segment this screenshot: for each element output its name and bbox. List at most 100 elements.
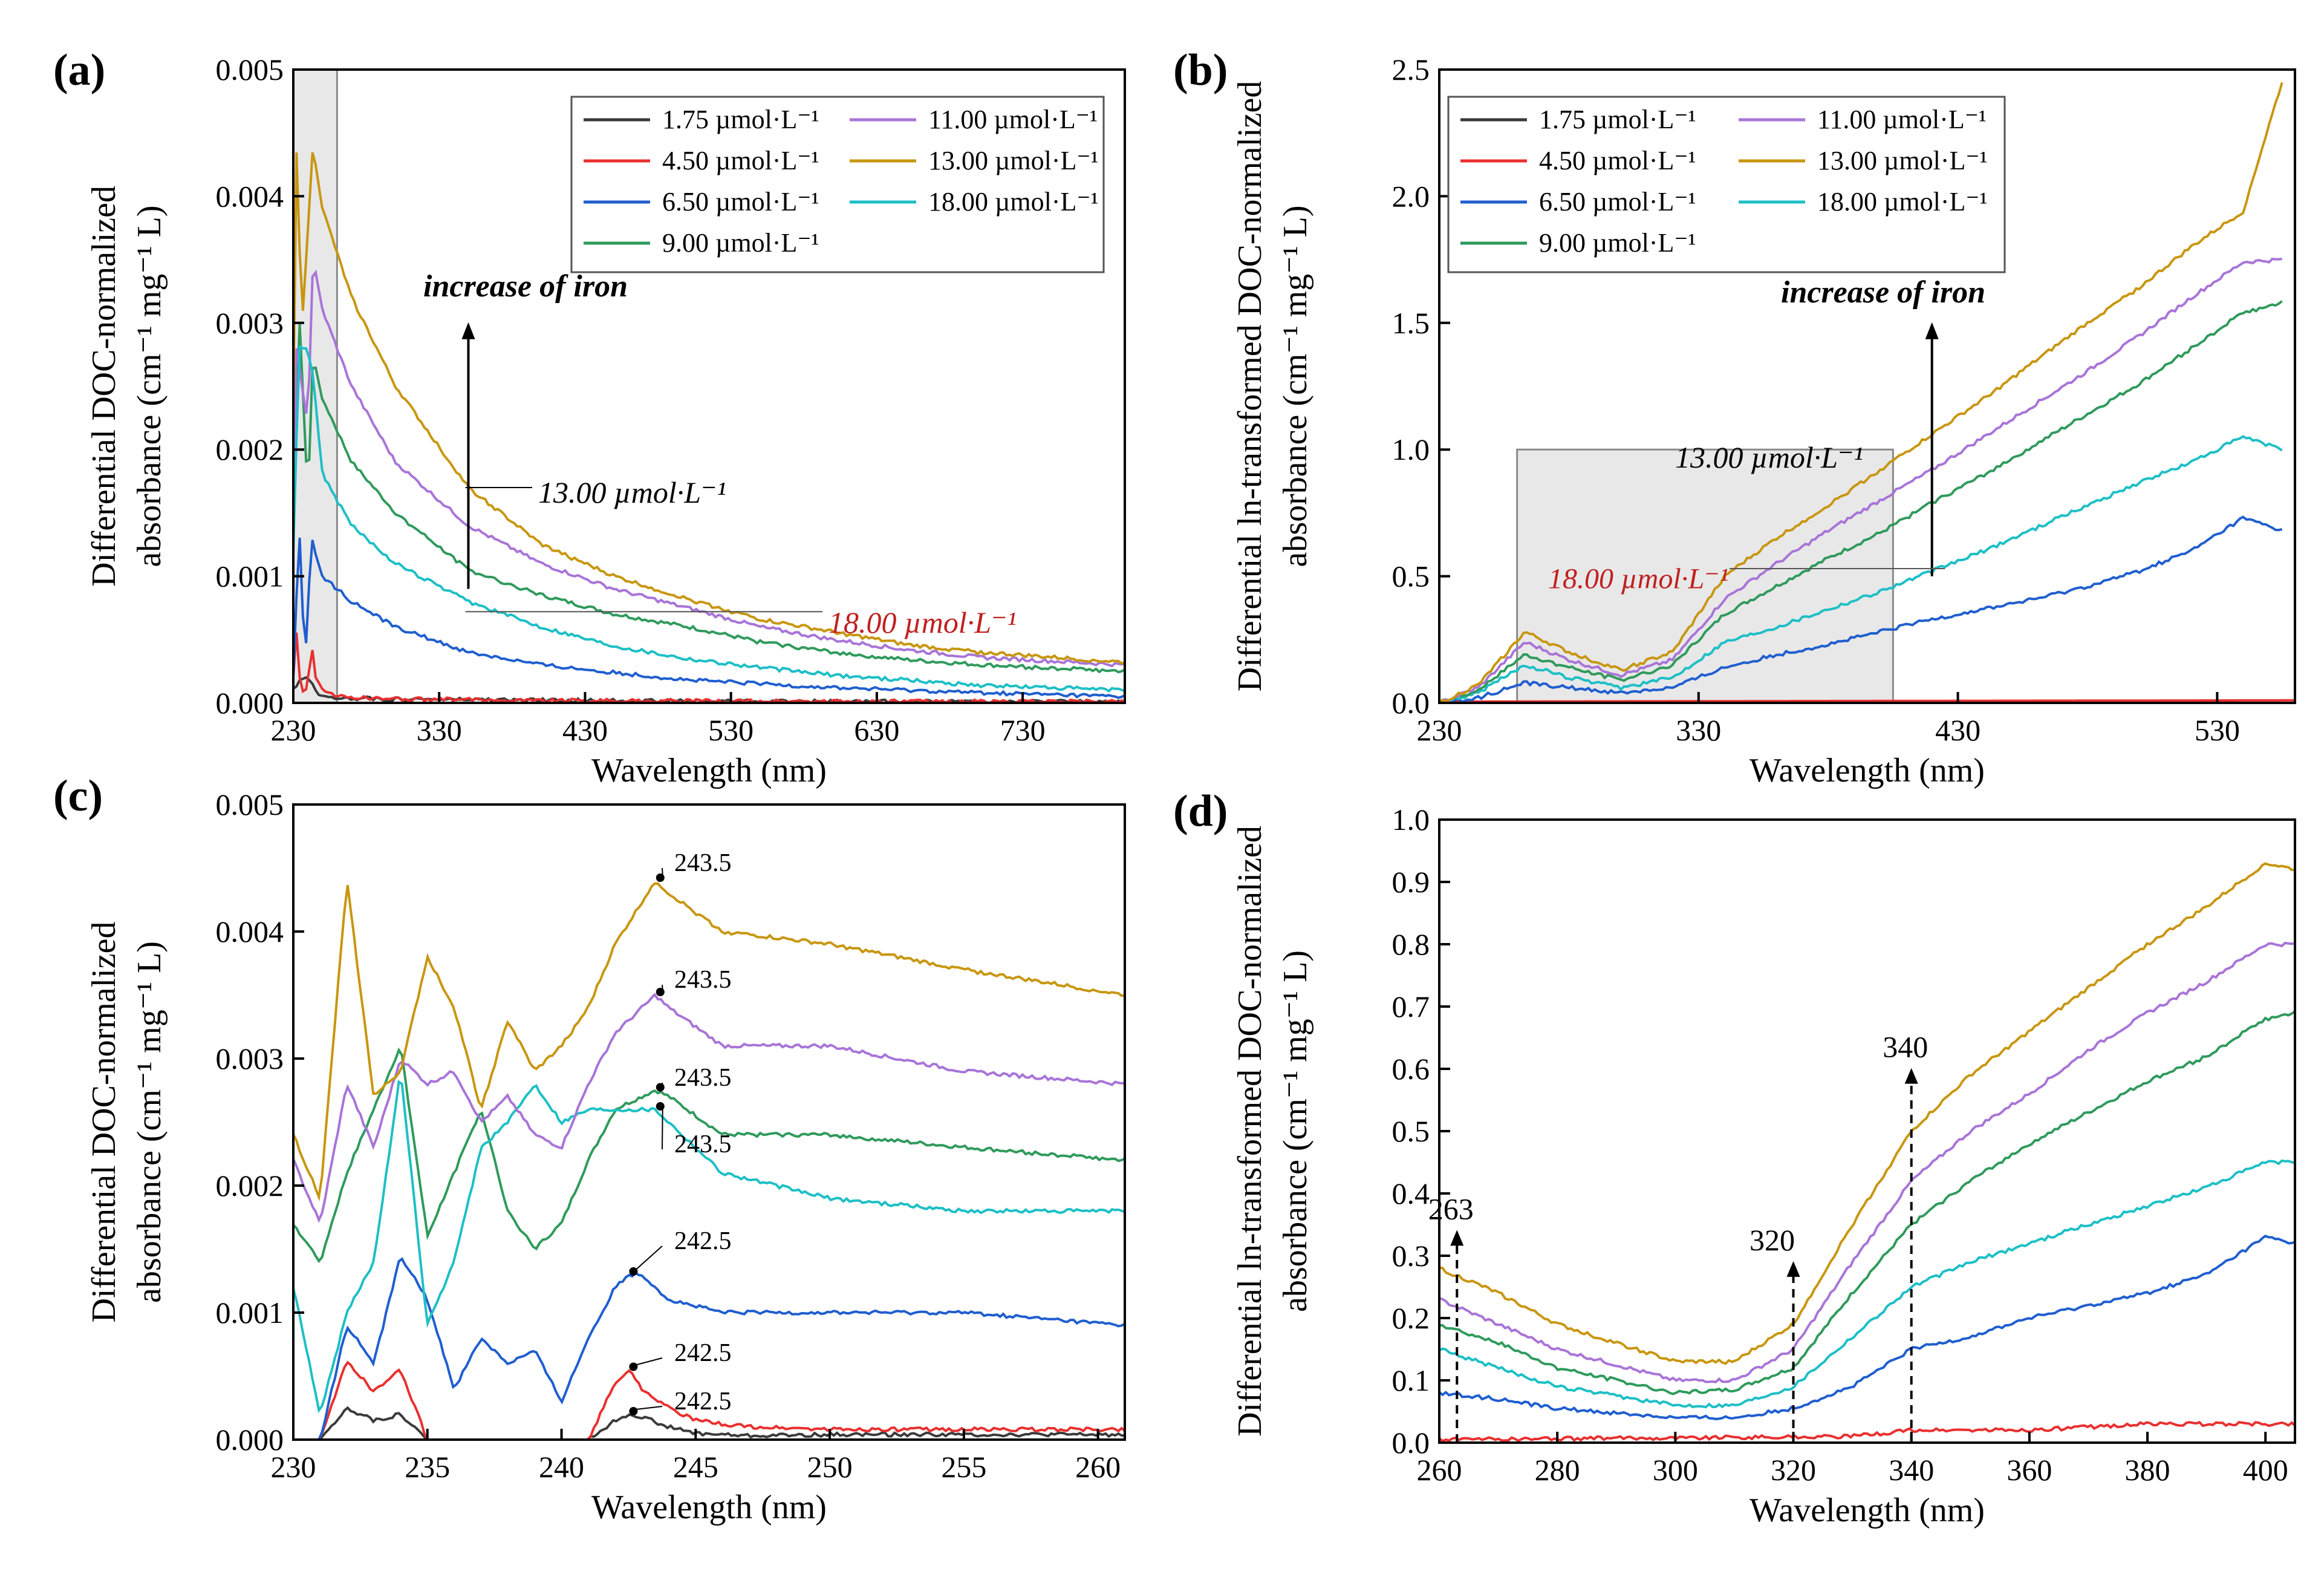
peak-arrow-icon [656, 1083, 665, 1092]
axes-frame [1438, 68, 2296, 704]
axes-frame [292, 803, 1126, 1441]
legend-entry: 13.00 µmol·L⁻¹ [928, 146, 1099, 175]
y-axis-label-line2: absorbance (cm⁻¹ mg⁻¹ L) [131, 941, 168, 1303]
series-line-11-00 [1439, 257, 2282, 703]
peak-label: 242.5 [674, 1339, 732, 1367]
annotation-13-label: 13.00 µmol·L⁻¹ [1675, 440, 1863, 474]
y-tick-label: 0.004 [216, 179, 284, 213]
series-group [1439, 862, 2295, 1443]
series-line-18-00 [1439, 435, 2283, 703]
series-line-13-00 [1439, 82, 2283, 703]
shaded-region [1516, 448, 1894, 704]
legend-entry: 18.00 µmol·L⁻¹ [1817, 187, 1988, 217]
legend-entry: 1.75 µmol·L⁻¹ [662, 105, 819, 134]
y-axis-label-line1: Differential ln-transformed DOC-normaliz… [1231, 81, 1269, 692]
arrowhead-icon [461, 322, 475, 339]
series-line-9-00 [1439, 300, 2283, 703]
y-tick-label: 0.000 [216, 1423, 284, 1457]
peak-label: 243.5 [674, 849, 732, 877]
x-tick-label: 260 [1417, 1453, 1462, 1487]
peak-arrow-icon [656, 873, 665, 882]
y-tick-label: 0.001 [216, 560, 284, 593]
annotation-18-label: 18.00 µmol·L⁻¹ [1548, 563, 1728, 595]
x-tick-label: 250 [807, 1450, 853, 1484]
peak-leader [636, 1357, 663, 1366]
peak-leader [636, 1406, 663, 1410]
panel-b: 230 330 430 530 0.0 0.5 1.0 1.5 2.0 2.5 Wavelength… [1173, 45, 2296, 789]
legend-entry: 4.50 µmol·L⁻¹ [1539, 146, 1696, 175]
annotation-13-label: 13.00 µmol·L⁻¹ [538, 475, 726, 509]
x-tick-label: 630 [854, 713, 899, 747]
annotation-increase-of-iron: increase of iron [423, 269, 628, 304]
marker-label: 263 [1428, 1192, 1474, 1226]
arrowhead-icon [1925, 322, 1939, 339]
peak-arrow-icon [629, 1267, 638, 1276]
series-line-4-50 [1439, 699, 2295, 703]
legend-entry: 13.00 µmol·L⁻¹ [1817, 146, 1988, 175]
series-line-13-00 [293, 882, 1125, 1202]
y-tick-label: 0.5 [1392, 1114, 1430, 1148]
y-axis-label-line1: Differential ln-transformed DOC-normaliz… [1231, 826, 1269, 1437]
marker-arrow-icon [1450, 1230, 1464, 1246]
y-tick-label: 0.0 [1392, 686, 1430, 720]
y-tick-label: 0.8 [1392, 927, 1430, 961]
series-line-4-50 [293, 1360, 1125, 1440]
peak-arrow-icon [656, 1102, 665, 1111]
panel-label: (c) [53, 771, 103, 821]
marker-label: 340 [1883, 1030, 1928, 1064]
axes-frame [292, 68, 1126, 704]
series-line-13-00 [293, 152, 1125, 665]
y-tick-label: 0.2 [1392, 1301, 1430, 1335]
marker-label: 320 [1750, 1223, 1795, 1257]
series-line-11-00 [293, 993, 1125, 1223]
series-line-9-00 [1439, 1010, 2295, 1395]
series-line-6-50 [293, 537, 1125, 699]
x-tick-label: 260 [1075, 1450, 1121, 1484]
y-tick-label: 1.0 [1392, 432, 1430, 466]
y-tick-label: 0.002 [216, 432, 284, 466]
x-tick-label: 320 [1771, 1453, 1816, 1487]
legend-entry: 6.50 µmol·L⁻¹ [1539, 187, 1696, 217]
x-tick-label: 330 [1676, 713, 1721, 747]
panel-label: (b) [1173, 45, 1228, 95]
legend-entry: 11.00 µmol·L⁻¹ [928, 105, 1098, 134]
x-tick-label: 235 [405, 1450, 450, 1484]
y-tick-label: 0.5 [1392, 560, 1430, 593]
x-tick-label: 300 [1653, 1453, 1698, 1487]
y-axis-label-line2: absorbance (cm⁻¹ mg⁻¹ L) [1277, 950, 1314, 1312]
panel-a: 230 330 430 530 630 730 0.000 0.001 0.002 0.003 0.… [53, 45, 1126, 789]
x-axis-label: Wavelength (nm) [1750, 1492, 1985, 1529]
y-tick-label: 0.9 [1392, 865, 1430, 899]
series-line-9-00 [293, 1047, 1125, 1264]
series-line-1-75 [293, 1406, 1125, 1440]
legend-entry: 4.50 µmol·L⁻¹ [662, 146, 819, 175]
series-line-4-50 [1439, 1420, 2295, 1443]
x-tick-label: 530 [708, 713, 754, 747]
y-tick-label: 1.5 [1392, 306, 1430, 340]
y-tick-label: 0.3 [1392, 1239, 1430, 1273]
x-tick-label: 230 [271, 1450, 316, 1484]
axes-frame [1438, 818, 2296, 1444]
y-tick-label: 0.1 [1392, 1363, 1430, 1397]
panel-label: (a) [53, 45, 105, 95]
y-tick-label: 0.003 [216, 1042, 284, 1075]
y-tick-label: 0.005 [216, 788, 284, 821]
legend: 1.75 µmol·L⁻¹ 4.50 µmol·L⁻¹ 6.50 µmol·L⁻¹ 9… [570, 96, 1105, 273]
series-line-18-00 [293, 1080, 1125, 1414]
series-line-18-00 [1439, 1159, 2295, 1409]
legend-entry: 1.75 µmol·L⁻¹ [1539, 105, 1696, 134]
panel-label: (d) [1173, 786, 1228, 836]
x-tick-label: 380 [2125, 1453, 2170, 1487]
legend-entry: 9.00 µmol·L⁻¹ [662, 228, 819, 258]
x-tick-label: 340 [1889, 1453, 1934, 1487]
y-tick-label: 0.7 [1392, 990, 1430, 1023]
peak-arrow-icon [629, 1362, 638, 1371]
x-axis-label: Wavelength (nm) [591, 752, 827, 789]
series-line-18-00 [293, 344, 1125, 693]
y-axis-label-line2: absorbance (cm⁻¹ mg⁻¹ L) [131, 205, 168, 567]
panel-d: 260 280 300 320 340 360 380 400 0.0 0.1 0.2 0.3 0.4 0… [1173, 786, 2296, 1529]
x-axis-label: Wavelength (nm) [591, 1489, 827, 1526]
peak-label: 243.5 [674, 1131, 732, 1158]
panel-c: 230 235 240 245 250 255 260 0.000 0.001 0.002 0.00… [53, 771, 1126, 1526]
y-tick-label: 0.4 [1392, 1177, 1430, 1210]
